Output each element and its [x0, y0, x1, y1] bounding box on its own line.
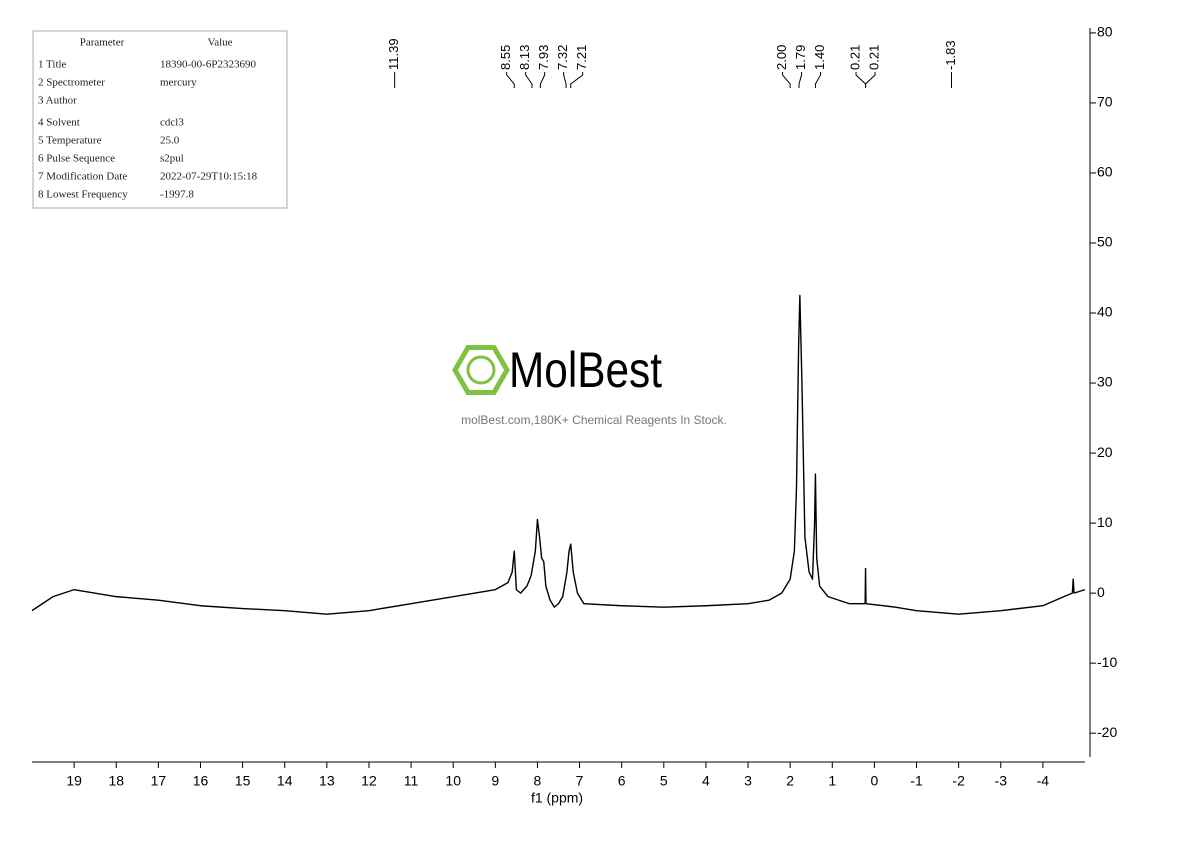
table-value: 2022-07-29T10:15:18: [160, 171, 258, 183]
peak-connector: [865, 72, 876, 88]
peak-label: 1.79: [793, 45, 808, 70]
peak-connector: [506, 72, 515, 88]
x-tick-label: 2: [786, 773, 794, 789]
peak-label: 2.00: [774, 45, 789, 70]
x-tick-label: -2: [952, 773, 965, 789]
table-value: 18390-00-6P2323690: [160, 59, 256, 71]
x-tick-label: 7: [576, 773, 584, 789]
table-header: Value: [207, 37, 232, 49]
watermark-logo-ring: [466, 355, 496, 385]
y-tick-label: 60: [1097, 164, 1113, 180]
x-tick-label: 19: [66, 773, 82, 789]
x-tick-label: 13: [319, 773, 335, 789]
peak-connector: [814, 72, 822, 88]
x-tick-label: 0: [871, 773, 879, 789]
peak-connector: [525, 72, 533, 88]
peak-connector: [798, 72, 803, 88]
x-tick-label: -1: [910, 773, 923, 789]
x-tick-label: 3: [744, 773, 752, 789]
table-parameter: 7 Modification Date: [38, 171, 127, 183]
x-tick-label: 10: [445, 773, 461, 789]
x-tick-label: 4: [702, 773, 710, 789]
peak-label: 7.93: [536, 45, 551, 70]
table-parameter: 8 Lowest Frequency: [38, 189, 128, 201]
y-tick-label: 20: [1097, 444, 1113, 460]
table-parameter: 4 Solvent: [38, 117, 80, 129]
peak-connector: [782, 72, 791, 88]
y-tick-label: 40: [1097, 304, 1113, 320]
peak-connector: [563, 72, 567, 88]
x-tick-label: 12: [361, 773, 377, 789]
peak-label: 8.55: [498, 45, 513, 70]
table-value: cdcl3: [160, 117, 184, 129]
table-parameter: 5 Temperature: [38, 135, 102, 147]
parameter-table-border: [32, 30, 288, 209]
table-header: Parameter: [80, 37, 125, 49]
x-tick-label: 18: [108, 773, 124, 789]
x-tick-label: 15: [235, 773, 251, 789]
x-tick-label: -4: [1037, 773, 1050, 789]
peak-label: 7.21: [574, 45, 589, 70]
table-parameter: 2 Spectrometer: [38, 77, 105, 89]
peak-label: 8.13: [517, 45, 532, 70]
watermark: MolBest molBest.com,180K+ Chemical Reage…: [452, 342, 727, 427]
y-tick-label: 80: [1097, 24, 1113, 40]
table-parameter: 1 Title: [38, 59, 67, 71]
spectrum-line: [31, 294, 1086, 615]
peak-label: -1.83: [943, 40, 958, 70]
table-value: -1997.8: [160, 189, 194, 201]
peak-label: 7.32: [555, 45, 570, 70]
x-tick-label: 5: [660, 773, 668, 789]
table-value: mercury: [160, 77, 197, 89]
x-tick-label: 14: [277, 773, 293, 789]
x-tick-label: 6: [618, 773, 626, 789]
peak-label: 11.39: [386, 38, 401, 70]
peak-label: 1.40: [812, 45, 827, 70]
peak-label: 0.21: [847, 45, 862, 70]
x-axis-label: f1 (ppm): [531, 790, 583, 806]
peak-connector: [570, 72, 584, 88]
y-tick-label: -20: [1097, 724, 1117, 740]
table-parameter: 3 Author: [38, 95, 77, 107]
y-tick-label: -10: [1097, 654, 1117, 670]
x-tick-label: 1: [828, 773, 836, 789]
x-tick-label: 17: [151, 773, 167, 789]
x-tick-label: 16: [193, 773, 209, 789]
y-tick-label: 50: [1097, 234, 1113, 250]
peak-label: 0.21: [866, 45, 881, 70]
table-value: s2pul: [160, 153, 184, 165]
table-parameter: 6 Pulse Sequence: [38, 153, 115, 165]
y-tick-label: 30: [1097, 374, 1113, 390]
peak-connector: [539, 72, 546, 88]
y-tick-label: 10: [1097, 514, 1113, 530]
x-tick-label: 8: [534, 773, 542, 789]
x-tick-label: 11: [404, 773, 419, 789]
watermark-brand: MolBest: [509, 342, 662, 398]
watermark-logo: [452, 345, 510, 395]
peak-connector: [855, 72, 867, 88]
watermark-tagline: molBest.com,180K+ Chemical Reagents In S…: [461, 413, 727, 427]
table-value: 25.0: [160, 135, 180, 147]
x-tick-label: 9: [491, 773, 499, 789]
y-tick-label: 70: [1097, 94, 1113, 110]
x-tick-label: -3: [995, 773, 1008, 789]
y-tick-label: 0: [1097, 584, 1105, 600]
